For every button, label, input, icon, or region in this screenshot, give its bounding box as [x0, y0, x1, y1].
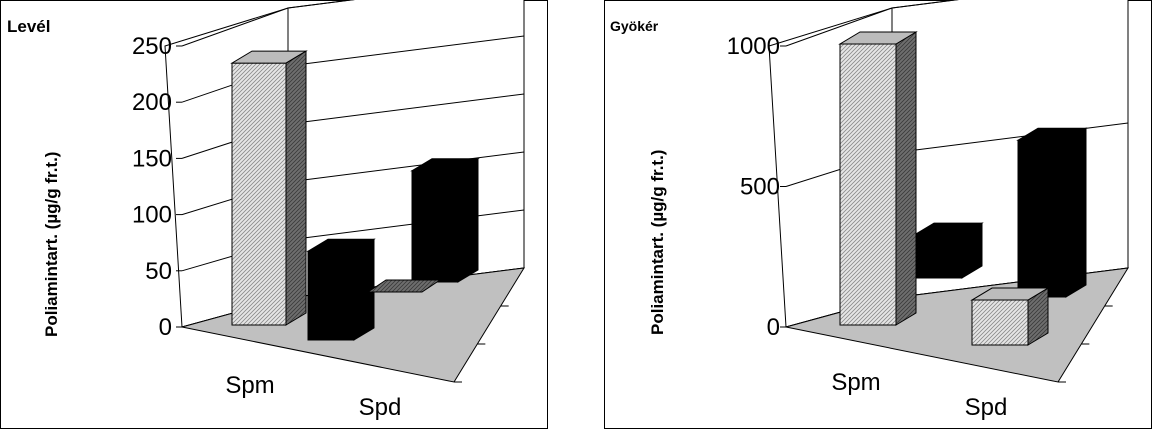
bar-spm-series1-front [839, 43, 897, 326]
bar-spm-series2-front [913, 234, 963, 279]
bar-spm-series1-side [895, 31, 917, 326]
gridline [181, 0, 355, 47]
bar-spd-series2-top [410, 158, 480, 172]
chart-svg-root: 0 500 1000 Spm Spd [727, 0, 1129, 421]
x-category-label: Spm [225, 372, 274, 399]
bar-spd-series2-side [457, 157, 479, 283]
chart-panel-leaf: 0 50 100 150 200 250 Spm Spd Levél Poliamintart… [0, 0, 548, 429]
y-axis-label: Poliamintart. (µg/g fr.t.) [42, 151, 61, 337]
bar-spm-series2-front [307, 250, 355, 341]
bar-spm-series1-top [838, 31, 918, 45]
bar-spm-series1-top [230, 50, 308, 64]
y-tick-label: 150 [132, 145, 172, 172]
y-tick-label: 50 [145, 258, 172, 285]
gridline [785, 0, 959, 47]
chart-svg-leaf: 0 50 100 150 200 250 Spm Spd [132, 0, 525, 421]
bar-spm-series1-side [285, 50, 307, 326]
chart-title: Gyökér [610, 18, 659, 34]
x-category-label: Spd [965, 394, 1008, 421]
y-tick-label: 250 [132, 33, 172, 60]
bar-spm-series1-front [231, 62, 287, 326]
y-tick-label: 1000 [727, 33, 780, 60]
bar-spd-series1 [366, 279, 442, 293]
bar-spd-series2-side [1065, 127, 1087, 298]
y-tick-label: 100 [132, 202, 172, 229]
bar-spm-series2-top [912, 222, 984, 236]
y-tick-label: 200 [132, 89, 172, 116]
bar-spd-series2-top [1016, 127, 1088, 141]
y-tick-label: 500 [740, 174, 780, 201]
bar-spm-series2-top [306, 238, 376, 252]
chart-title: Levél [7, 17, 51, 36]
y-tick-label: 0 [767, 314, 780, 341]
bar-spd-series1-front [971, 299, 1029, 346]
bar-spd-series2-front [411, 170, 459, 283]
x-category-label: Spd [359, 394, 402, 421]
bar-spd-series1-top [970, 287, 1050, 301]
chart-panel-root: 0 500 1000 Spm Spd Gyökér Poliamintart. (µg/… [604, 0, 1152, 429]
y-axis-label: Poliamintart. (µg/g fr.t.) [648, 149, 667, 335]
bar-spd-series2-front [1017, 139, 1067, 298]
y-tick-label: 0 [159, 314, 172, 341]
x-category-label: Spm [831, 369, 880, 396]
